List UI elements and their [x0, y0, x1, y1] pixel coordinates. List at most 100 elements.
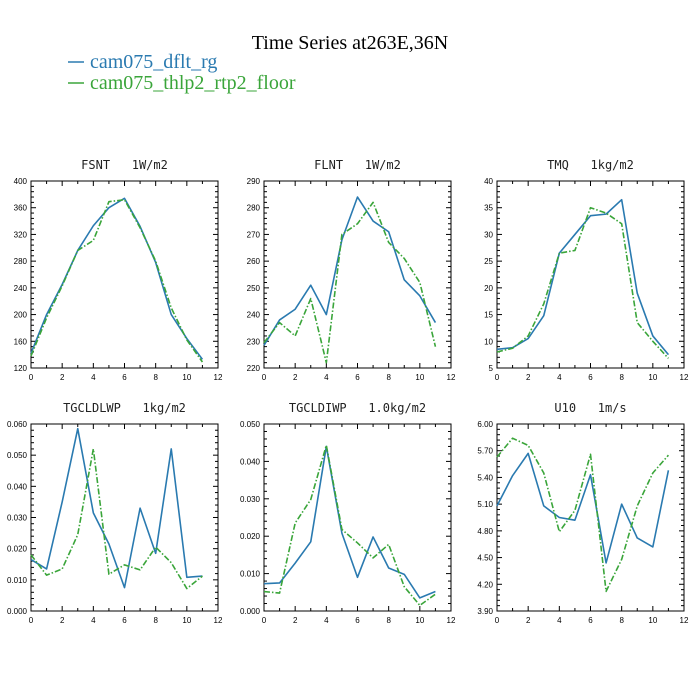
y-tick-label: 0.000 [7, 607, 28, 616]
series-line-dflt [263, 445, 436, 599]
x-tick-label: 4 [557, 373, 562, 382]
y-tick-label: 4.20 [477, 580, 493, 589]
series-line-floor [263, 201, 437, 364]
x-tick-label: 10 [182, 373, 191, 382]
y-tick-label: 0.040 [240, 457, 261, 466]
y-tick-label: 280 [247, 204, 261, 213]
x-tick-label: 0 [495, 616, 500, 625]
legend-label-dflt: cam075_dflt_rg [90, 51, 217, 73]
y-tick-label: 0.050 [7, 451, 28, 460]
y-tick-label: 260 [247, 257, 261, 266]
series-line-floor [30, 198, 204, 363]
chart-panel-3: TMQ 1kg/m2 0 2 4 6 8 10 12 5 10 15 20 25 30 35 40 [484, 158, 689, 382]
x-tick-label: 12 [214, 616, 223, 625]
x-tick-label: 6 [588, 616, 593, 625]
chart-panel-5: TGCLDIWP 1.0kg/m2 0 2 4 6 8 10 12 0.000 0.010 0.02… [240, 401, 456, 625]
y-tick-label: 270 [247, 230, 261, 239]
y-tick-label: 280 [14, 257, 28, 266]
chart-panel-6: U10 1m/s 0 2 4 6 8 10 12 3.90 4.20 4.50 4.80 5.10 5.4… [477, 401, 689, 625]
figure-title: Time Series at263E,36N [252, 32, 448, 54]
chart-panel-1: FSNT 1W/m2 0 2 4 6 8 10 12 120 160 200 240 280 320 360… [14, 158, 223, 382]
y-tick-label: 0.020 [7, 545, 28, 554]
y-tick-label: 30 [484, 230, 493, 239]
x-tick-label: 10 [182, 616, 191, 625]
x-tick-label: 6 [122, 616, 127, 625]
x-tick-label: 6 [122, 373, 127, 382]
y-tick-label: 4.80 [477, 527, 493, 536]
y-tick-label: 250 [247, 284, 261, 293]
x-tick-label: 4 [324, 373, 329, 382]
x-tick-label: 2 [526, 616, 531, 625]
y-tick-label: 360 [14, 204, 28, 213]
y-tick-label: 400 [14, 177, 28, 186]
y-tick-label: 0.010 [240, 570, 261, 579]
x-tick-label: 8 [153, 373, 158, 382]
y-tick-label: 220 [247, 364, 261, 373]
x-tick-label: 4 [91, 616, 96, 625]
series-line-dflt [30, 427, 203, 589]
y-tick-label: 35 [484, 204, 493, 213]
y-tick-label: 240 [14, 284, 28, 293]
y-tick-label: 3.90 [477, 607, 493, 616]
series-line-floor [496, 206, 670, 359]
series-line-dflt [496, 452, 670, 564]
x-tick-label: 2 [293, 373, 298, 382]
y-tick-label: 4.50 [477, 554, 493, 563]
chart-panel-4: TGCLDLWP 1kg/m2 0 2 4 6 8 10 12 0.000 0.010 0.020 0… [7, 401, 223, 625]
y-tick-label: 0.030 [7, 514, 28, 523]
y-tick-label: 0.040 [7, 482, 28, 491]
x-tick-label: 12 [214, 373, 223, 382]
x-tick-label: 2 [526, 373, 531, 382]
x-tick-label: 2 [60, 373, 65, 382]
y-tick-label: 230 [247, 337, 261, 346]
y-tick-label: 0.030 [240, 495, 261, 504]
chart-panels: FSNT 1W/m20 2 4 6 8 10 12120160200240280320360… [7, 158, 689, 625]
panel-title: TMQ 1kg/m2 [547, 158, 634, 172]
y-tick-label: 0.060 [7, 420, 28, 429]
x-tick-label: 0 [495, 373, 500, 382]
x-tick-label: 8 [386, 616, 391, 625]
x-tick-label: 4 [324, 616, 329, 625]
x-tick-label: 8 [619, 616, 624, 625]
x-tick-label: 12 [447, 616, 456, 625]
x-tick-label: 4 [91, 373, 96, 382]
series-line-floor [30, 448, 203, 590]
x-tick-label: 10 [415, 616, 424, 625]
x-tick-label: 0 [262, 616, 267, 625]
panel-title: TGCLDLWP 1kg/m2 [63, 401, 186, 415]
x-tick-label: 12 [447, 373, 456, 382]
x-tick-label: 0 [262, 373, 267, 382]
y-tick-label: 40 [484, 177, 493, 186]
series-line-dflt [263, 196, 437, 346]
x-tick-label: 8 [153, 616, 158, 625]
panel-title: TGCLDIWP 1.0kg/m2 [289, 401, 426, 415]
y-tick-label: 160 [14, 337, 28, 346]
y-tick-label: 320 [14, 230, 28, 239]
legend: cam075_dflt_rg cam075_thlp2_rtp2_floor [68, 51, 296, 94]
x-tick-label: 10 [415, 373, 424, 382]
y-tick-label: 240 [247, 311, 261, 320]
y-tick-label: 20 [484, 284, 493, 293]
y-tick-label: 200 [14, 311, 28, 320]
y-tick-label: 0.050 [240, 420, 261, 429]
x-tick-label: 10 [648, 373, 657, 382]
x-tick-label: 0 [29, 616, 34, 625]
series-line-floor [263, 444, 436, 607]
x-tick-label: 6 [355, 373, 360, 382]
panel-title: FLNT 1W/m2 [314, 158, 401, 172]
y-tick-label: 0.010 [7, 576, 28, 585]
y-tick-label: 15 [484, 311, 493, 320]
x-tick-label: 12 [680, 616, 689, 625]
x-tick-label: 6 [355, 616, 360, 625]
y-tick-label: 5.70 [477, 447, 493, 456]
series-line-dflt [496, 198, 670, 356]
y-tick-label: 10 [484, 337, 493, 346]
y-tick-label: 0.000 [240, 607, 261, 616]
series-line-floor [496, 437, 670, 593]
x-tick-label: 0 [29, 373, 34, 382]
y-tick-label: 5.40 [477, 473, 493, 482]
panel-title: FSNT 1W/m2 [81, 158, 168, 172]
x-tick-label: 12 [680, 373, 689, 382]
y-tick-label: 25 [484, 257, 493, 266]
